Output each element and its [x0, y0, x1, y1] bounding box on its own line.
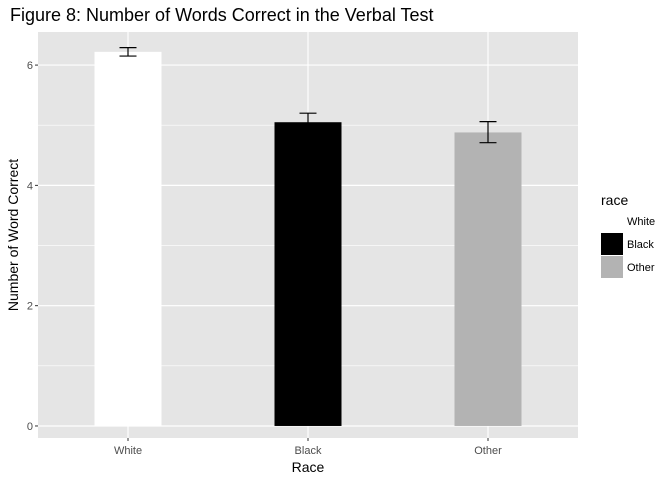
legend-key-white: [601, 210, 623, 232]
error-bar-black: [299, 112, 317, 133]
x-tick-label: Black: [295, 445, 322, 457]
legend-key-other: [601, 256, 623, 278]
y-tick-label: 0: [27, 421, 33, 433]
legend-label-white: White: [627, 216, 655, 228]
y-tick-label: 6: [27, 60, 33, 72]
y-tick-label: 4: [27, 180, 33, 192]
bar-black: [274, 122, 342, 426]
bar-other: [454, 132, 522, 426]
bar-white: [94, 51, 162, 426]
axes: 0 2 4 6 White Black Other: [27, 60, 502, 457]
bars: [94, 51, 522, 426]
x-tick-label: Other: [474, 445, 502, 457]
x-tick-label: White: [114, 445, 142, 457]
y-axis-title: Number of Word Correct: [5, 159, 21, 311]
y-tick-label: 2: [27, 301, 33, 313]
legend-label-black: Black: [627, 239, 654, 251]
x-axis-title: Race: [292, 459, 325, 475]
legend-items: White Black Other: [601, 210, 655, 278]
legend-title: race: [601, 192, 628, 208]
error-bar-other: [479, 121, 497, 144]
legend-key-black: [601, 233, 623, 255]
chart-title: Figure 8: Number of Words Correct in the…: [10, 5, 434, 25]
error-bars: [119, 47, 497, 144]
error-bar-white: [119, 47, 137, 57]
legend: race White Black Other: [601, 192, 655, 278]
legend-label-other: Other: [627, 262, 655, 274]
